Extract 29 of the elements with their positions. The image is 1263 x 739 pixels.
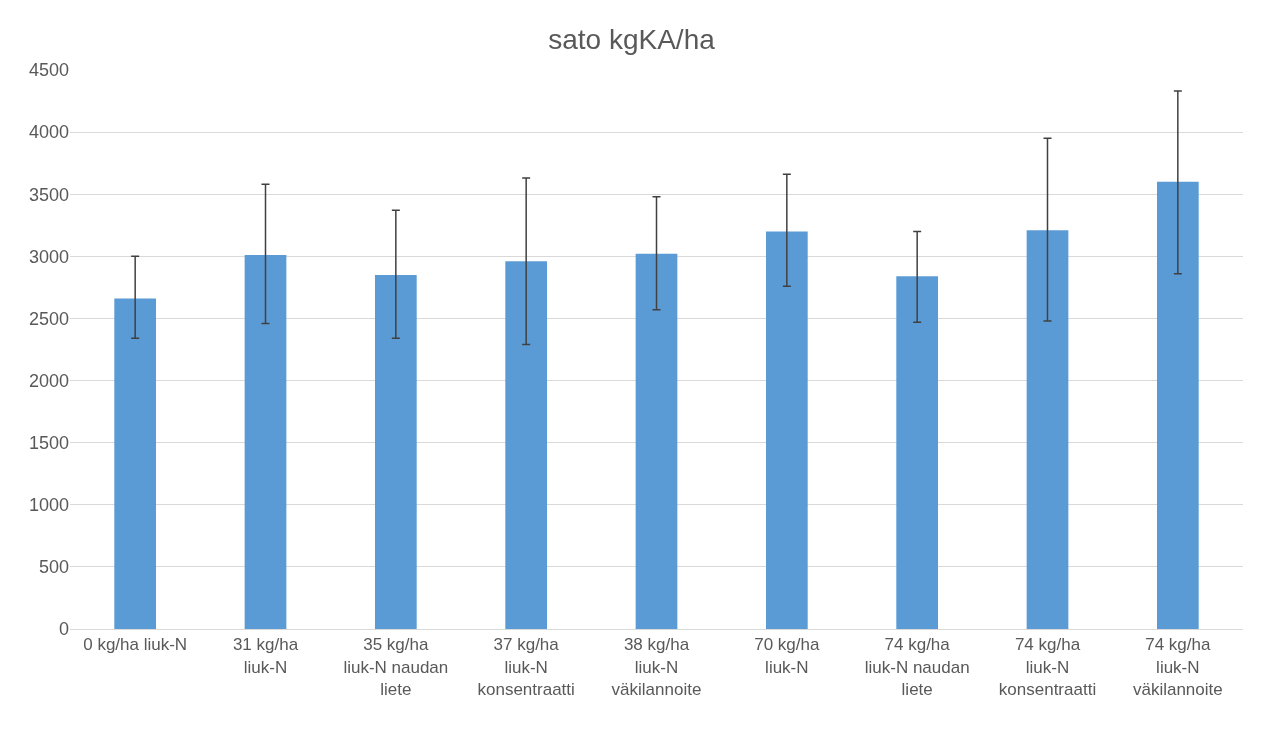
x-tick-label: 74 kg/ha liuk-N naudan liete [864, 635, 970, 699]
bar [635, 253, 678, 629]
y-tick-label: 4000 [28, 122, 69, 143]
x-tick-label: 37 kg/ha liuk-N konsentraatti [477, 635, 575, 699]
x-tick-label: 31 kg/ha liuk-N [232, 635, 299, 677]
x-tick-label: 74 kg/ha liuk-N konsentraatti [998, 635, 1097, 699]
y-tick-label: 4500 [28, 60, 69, 81]
y-tick-label: 2000 [28, 370, 69, 391]
bar [374, 274, 417, 629]
y-tick-label: 1000 [28, 495, 69, 516]
x-tick-label: 0 kg/ha liuk-N [83, 635, 188, 655]
y-tick-label: 0 [58, 619, 69, 640]
bar [1156, 181, 1199, 629]
x-tick-label: 70 kg/ha liuk-N [754, 635, 820, 677]
bar [244, 255, 287, 629]
y-tick-label: 3000 [28, 246, 69, 267]
y-tick-label: 1500 [28, 432, 69, 453]
bar [114, 298, 157, 629]
bar [896, 276, 939, 629]
y-tick-label: 2500 [28, 308, 69, 329]
y-tick-label: 3500 [28, 184, 69, 205]
x-tick-label: 35 kg/ha liuk-N naudan liete [343, 635, 449, 699]
y-tick-label: 500 [38, 557, 69, 578]
x-tick-label: 38 kg/ha liuk-N väkilannoite [611, 635, 702, 699]
bar [765, 231, 808, 629]
bar [1026, 230, 1069, 629]
chart-title: sato kgKA/ha [548, 24, 716, 56]
bar [505, 261, 548, 629]
x-tick-label: 74 kg/ha liuk-N väkilannoite [1132, 635, 1223, 699]
